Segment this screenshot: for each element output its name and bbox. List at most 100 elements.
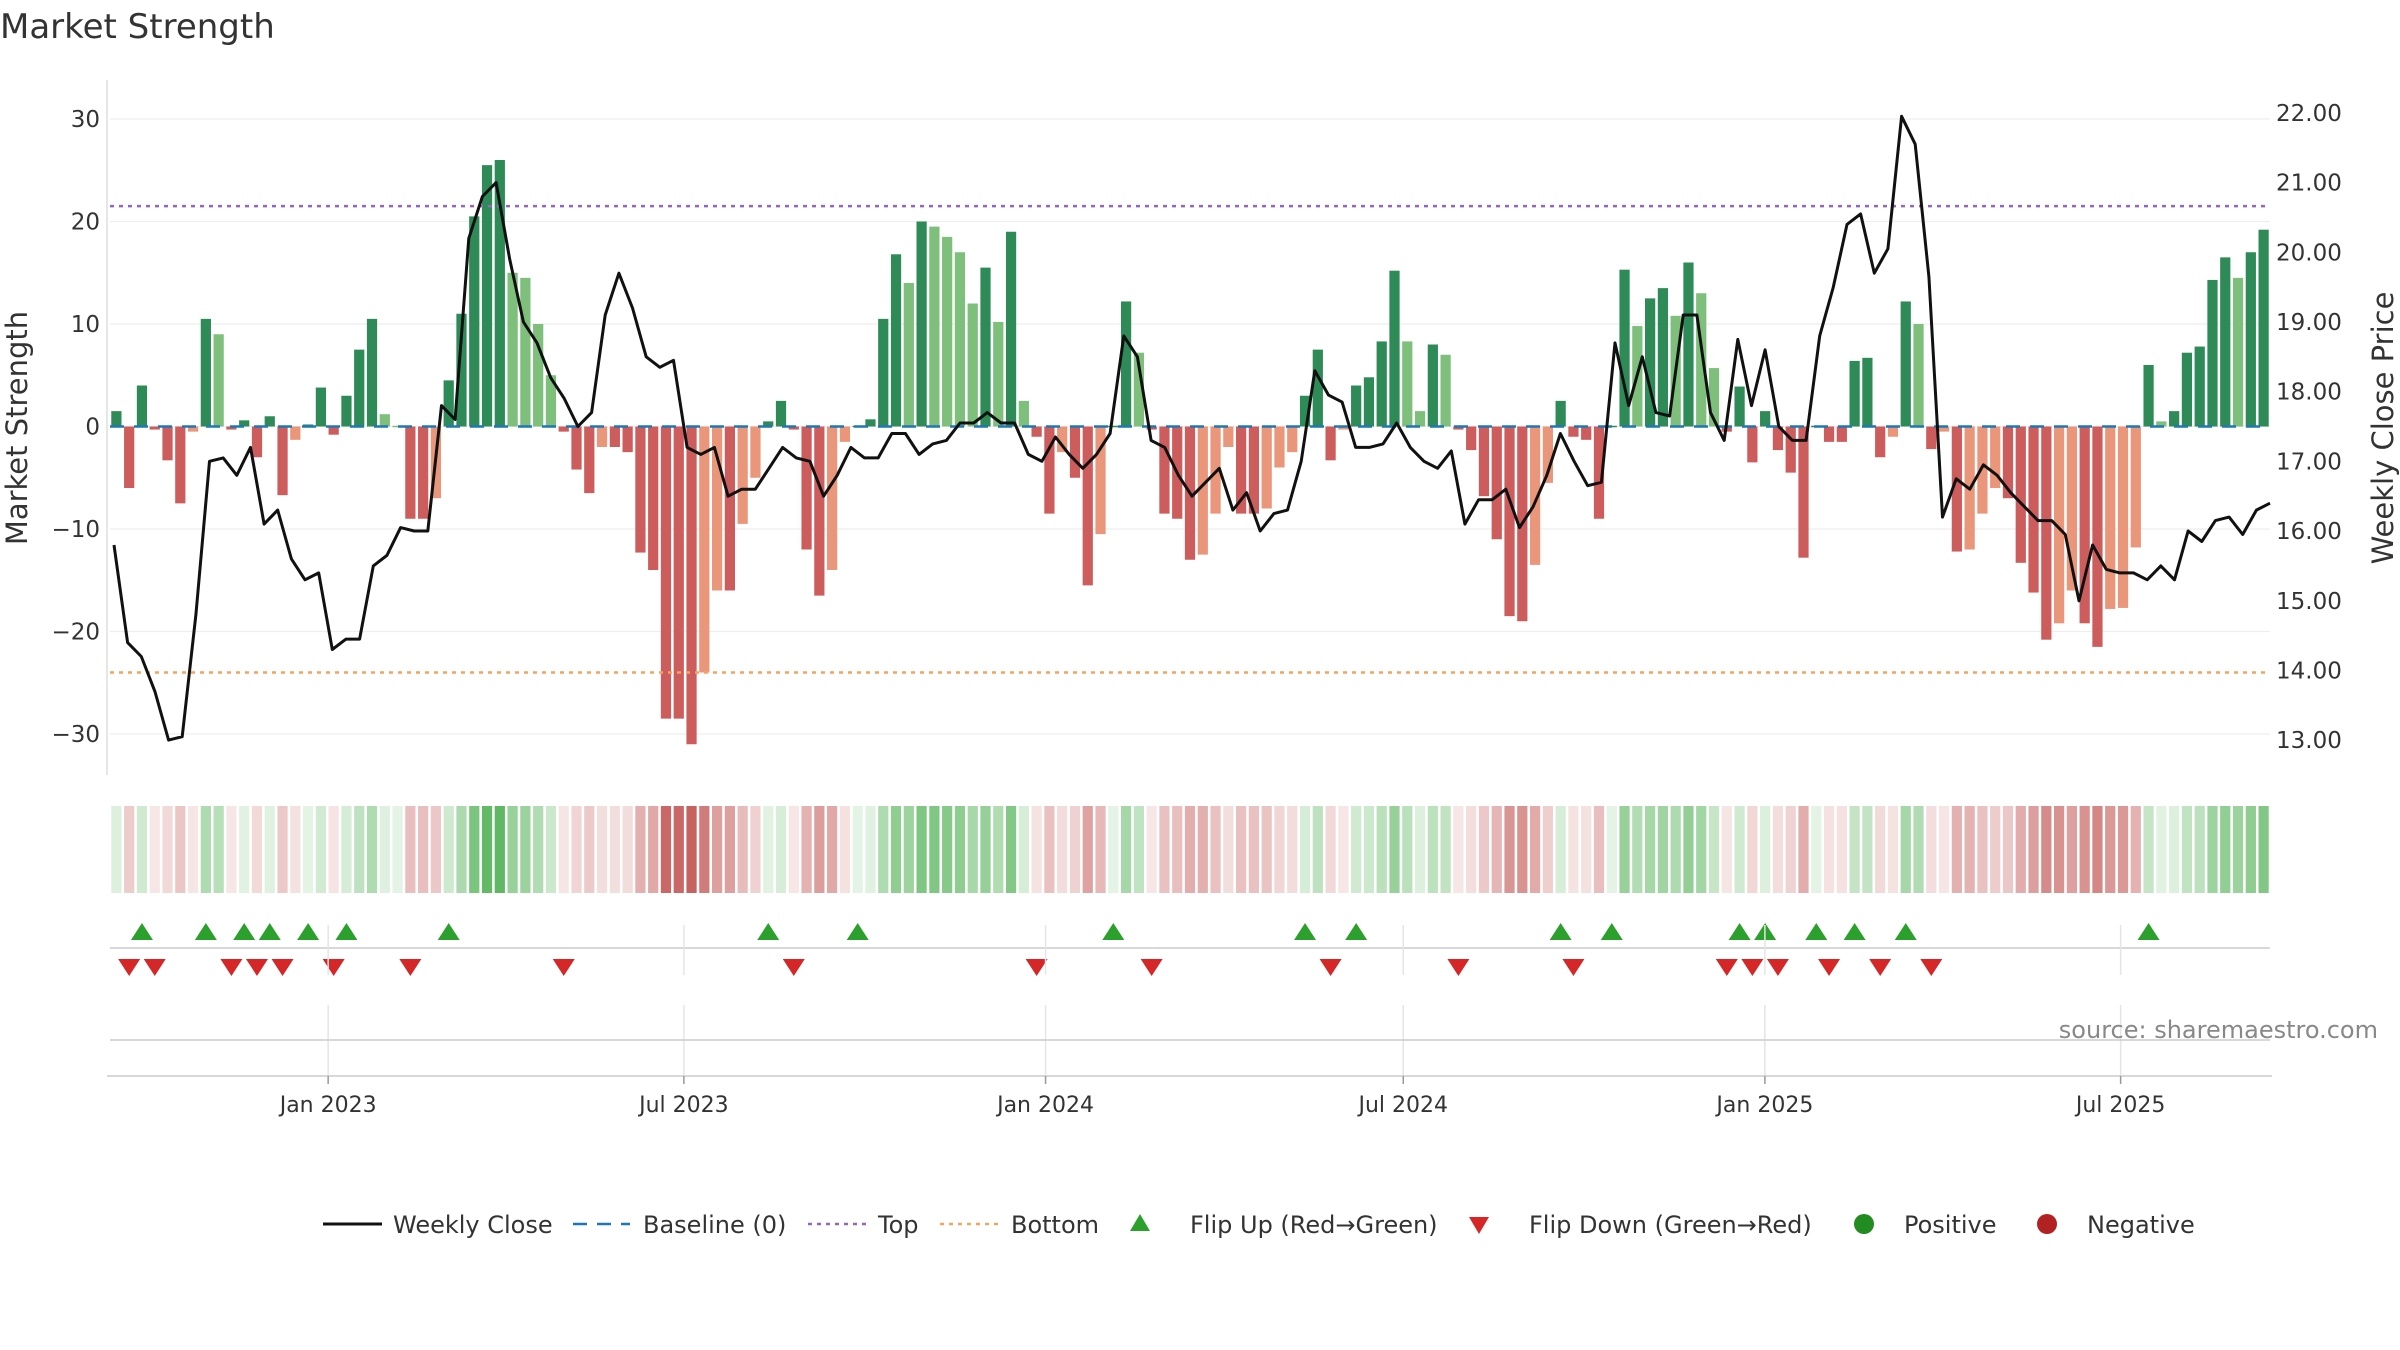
strength-bar xyxy=(1823,426,1835,442)
strip-cell xyxy=(2143,806,2154,893)
strip-cell xyxy=(852,806,863,893)
strength-bar xyxy=(149,426,160,430)
legend-weekly-close: Weekly Close xyxy=(393,1211,553,1239)
flip-up-marker xyxy=(233,923,256,940)
strip-cell xyxy=(1619,806,1630,893)
y2-tick-label: 18.00 xyxy=(2276,380,2342,406)
strip-cell xyxy=(1926,806,1937,893)
strip-cell xyxy=(954,806,966,893)
strength-bar xyxy=(1849,360,1860,427)
flip-up-marker xyxy=(1102,923,1125,940)
strength-bar xyxy=(111,411,122,427)
strength-bar xyxy=(724,426,735,591)
strength-bar xyxy=(1593,426,1605,519)
strip-cell xyxy=(1900,806,1911,893)
strength-bar xyxy=(1683,262,1694,427)
flip-down-marker xyxy=(1818,959,1841,976)
strip-cell xyxy=(1108,806,1119,893)
strength-bar xyxy=(277,426,288,496)
flip-down-marker xyxy=(220,959,243,976)
strip-cell xyxy=(801,806,812,893)
strip-cell xyxy=(1453,806,1464,893)
strip-cell xyxy=(1593,806,1605,893)
strength-bar xyxy=(1938,426,1950,432)
strength-bar xyxy=(1044,426,1055,514)
strength-bar xyxy=(1389,270,1400,427)
strength-bar xyxy=(967,303,978,427)
legend-top: Top xyxy=(877,1211,919,1239)
strength-bar xyxy=(251,426,263,458)
x-axis-ticks: Jan 2023 Jul 2023 Jan 2024 Jul 2024 Jan 2025… xyxy=(278,1076,2165,1118)
strip-cell xyxy=(1862,806,1873,893)
strip-cell xyxy=(1823,806,1835,893)
strength-bar xyxy=(1478,426,1490,497)
strip-cell xyxy=(1057,806,1068,893)
strip-cell xyxy=(430,806,442,893)
strength-bar xyxy=(942,236,953,427)
strip-cell xyxy=(149,806,160,893)
strip-cell xyxy=(2207,806,2218,893)
y-axis-label: Market Strength xyxy=(0,311,34,545)
x-tick-label: Jan 2025 xyxy=(1714,1093,1813,1118)
strength-bar xyxy=(1453,426,1464,430)
strength-bar xyxy=(1351,385,1362,427)
strip-cell xyxy=(1184,806,1196,893)
strip-cell xyxy=(124,806,135,893)
strip-cell xyxy=(405,806,416,893)
strength-bar xyxy=(1798,426,1809,558)
strip-cell xyxy=(507,806,518,893)
strip-cell xyxy=(187,806,199,893)
strength-bar xyxy=(213,334,224,427)
strength-bar xyxy=(2130,426,2141,548)
strip-cell xyxy=(1529,806,1541,893)
strength-bar xyxy=(1951,426,1962,552)
strength-bar xyxy=(993,321,1004,427)
legend-negative-dot-icon xyxy=(2037,1214,2057,1234)
strip-cell xyxy=(1095,806,1106,893)
strength-bar xyxy=(1657,288,1669,427)
strength-bar xyxy=(635,426,646,553)
strength-bar xyxy=(175,426,186,504)
strip-cell xyxy=(775,806,787,893)
right-axis-ticks: 22.00 21.00 20.00 19.00 18.00 17.00 16.00 15.00… xyxy=(2276,101,2342,754)
strip-cell xyxy=(1491,806,1502,893)
strength-bar xyxy=(2015,426,2026,563)
strip-cell xyxy=(494,806,505,893)
strip-cell xyxy=(839,806,851,893)
strip-cell xyxy=(1466,806,1477,893)
strength-bar xyxy=(1299,395,1311,427)
strip-cell xyxy=(724,806,735,893)
strip-cell xyxy=(814,806,825,893)
strength-bar xyxy=(980,267,991,427)
reference-lines xyxy=(110,204,2270,674)
strip-cell xyxy=(1248,806,1260,893)
legend-bottom: Bottom xyxy=(1011,1211,1099,1239)
strength-bar xyxy=(507,272,518,427)
flip-markers-panel xyxy=(118,923,2160,976)
flip-down-marker xyxy=(1766,959,1789,976)
strip-cell xyxy=(750,806,761,893)
source-label: source: sharemaestro.com xyxy=(2059,1016,2378,1044)
strip-cell xyxy=(1504,806,1515,893)
strip-cell xyxy=(1875,806,1886,893)
y2-tick-label: 16.00 xyxy=(2276,519,2342,545)
strength-bar xyxy=(2002,426,2014,499)
strip-cell xyxy=(648,806,659,893)
strip-cell xyxy=(1836,806,1847,893)
strength-bar xyxy=(1555,400,1566,427)
strength-bar xyxy=(571,426,582,470)
flip-down-marker xyxy=(1319,959,1342,976)
strength-bar xyxy=(1069,426,1081,478)
strength-bar xyxy=(124,426,135,488)
strength-bar xyxy=(1338,426,1349,430)
strength-bar xyxy=(596,426,608,447)
strength-bar xyxy=(2156,421,2167,427)
strength-bar xyxy=(2181,352,2193,427)
strength-bar xyxy=(1248,426,1260,514)
strip-cell xyxy=(392,806,403,893)
strip-cell xyxy=(865,806,876,893)
strength-bar xyxy=(456,313,467,427)
strip-cell xyxy=(111,806,122,893)
strength-bar xyxy=(1018,400,1029,427)
strength-bar xyxy=(2220,257,2231,427)
